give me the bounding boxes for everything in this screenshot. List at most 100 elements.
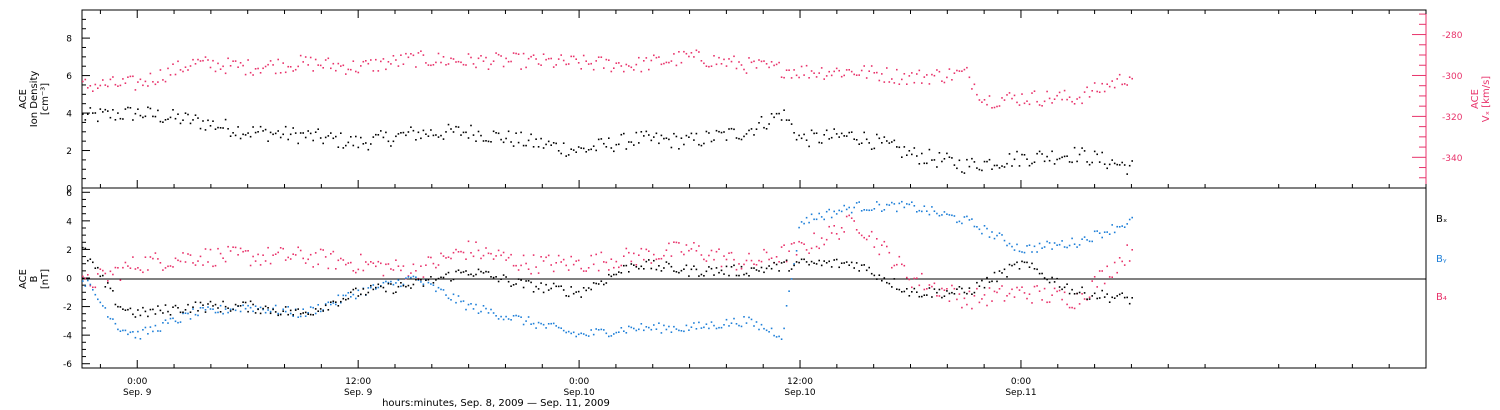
by-point: [137, 330, 139, 333]
density-point: [495, 132, 497, 134]
bz-point: [1026, 297, 1028, 300]
by-point: [745, 322, 748, 324]
by-point: [770, 327, 773, 330]
velocity-point: [129, 75, 132, 78]
bz-point: [134, 268, 137, 270]
density-point: [400, 132, 402, 134]
velocity-point: [427, 64, 430, 66]
by-point: [700, 327, 703, 329]
velocity-point: [873, 72, 876, 74]
bx-point: [545, 283, 547, 286]
velocity-point: [683, 50, 685, 53]
bz-point: [587, 267, 590, 269]
bz-point: [625, 247, 628, 250]
velocity-point: [522, 52, 525, 55]
by-point: [665, 328, 668, 331]
velocity-point: [1033, 90, 1036, 92]
bx-point: [815, 263, 818, 265]
bz-point: [412, 263, 415, 266]
bz-point: [971, 307, 973, 310]
velocity-point: [520, 68, 522, 70]
by-point: [828, 208, 830, 211]
density-point: [294, 132, 297, 134]
bx-point: [585, 289, 587, 292]
bz-point: [525, 262, 527, 265]
by-point: [112, 318, 114, 320]
by-point: [1098, 232, 1101, 234]
bz-point: [860, 234, 863, 237]
density-point: [898, 146, 901, 149]
by-point: [277, 312, 279, 315]
by-point: [633, 327, 635, 330]
density-point: [332, 137, 335, 140]
by-point: [876, 201, 878, 203]
density-point: [855, 139, 858, 141]
bz-point: [1041, 299, 1043, 301]
velocity-point: [640, 70, 643, 73]
bz-point: [795, 254, 798, 256]
density-point: [1028, 164, 1031, 167]
bz-point: [735, 268, 738, 271]
density-point: [252, 126, 254, 128]
bz-point: [793, 242, 795, 244]
bz-point: [923, 288, 926, 291]
top-panel-frame: [81, 9, 1427, 189]
density-point: [547, 140, 550, 143]
by-point: [855, 202, 858, 204]
bx-point: [873, 274, 876, 277]
bz-point: [848, 214, 850, 217]
top-right-axis: -280-300-320-340: [1412, 10, 1463, 188]
velocity-point: [565, 63, 567, 66]
bz-point: [242, 250, 244, 253]
bx-point: [437, 277, 440, 280]
by-point: [202, 307, 204, 309]
bz-point: [788, 250, 790, 252]
density-point: [813, 132, 815, 135]
bz-point: [144, 256, 147, 258]
by-point: [991, 231, 993, 233]
bz-point: [137, 267, 139, 269]
bz-point: [878, 253, 881, 256]
velocity-point: [698, 51, 700, 53]
velocity-point: [728, 58, 730, 60]
density-point: [708, 132, 710, 134]
bz-point: [833, 225, 835, 227]
by-point: [1008, 242, 1011, 245]
density-point: [272, 133, 274, 136]
bz-point: [222, 257, 224, 259]
density-point: [284, 125, 287, 128]
density-point: [638, 142, 640, 144]
velocity-point: [407, 56, 410, 59]
by-point: [337, 294, 340, 297]
bx-point: [615, 273, 618, 276]
bz-point: [618, 266, 620, 269]
bx-point: [956, 288, 958, 290]
by-point: [172, 317, 174, 320]
density-point: [810, 129, 813, 132]
velocity-point: [199, 60, 202, 62]
bx-point: [114, 303, 117, 306]
by-point: [132, 331, 134, 333]
velocity-point: [810, 70, 813, 72]
bz-point: [355, 271, 357, 274]
velocity-point: [575, 58, 577, 60]
bx-point: [961, 287, 963, 290]
by-point: [415, 276, 417, 278]
density-point: [372, 136, 375, 138]
velocity-point: [109, 78, 112, 81]
velocity-point: [720, 63, 723, 65]
density-point: [1108, 163, 1111, 166]
by-point: [813, 218, 815, 221]
velocity-point: [678, 51, 680, 53]
bx-point: [878, 274, 881, 276]
velocity-point: [254, 68, 257, 70]
velocity-point: [562, 59, 565, 62]
velocity-point: [495, 52, 497, 54]
density-point: [923, 162, 926, 165]
bx-point: [683, 268, 685, 270]
density-point: [728, 128, 730, 130]
by-point: [951, 214, 953, 217]
bx-point: [294, 309, 297, 311]
bx-point: [567, 295, 570, 298]
density-point: [860, 142, 863, 144]
